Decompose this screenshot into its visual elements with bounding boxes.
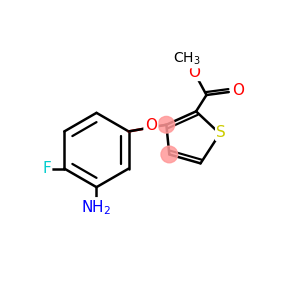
Text: S: S [217,125,226,140]
Circle shape [161,146,178,163]
Text: O: O [189,64,201,80]
Text: F: F [42,161,51,176]
Text: O: O [232,83,244,98]
Text: O: O [145,118,157,133]
Text: CH$_3$: CH$_3$ [173,51,201,67]
Text: NH$_2$: NH$_2$ [81,199,112,217]
Circle shape [158,116,175,133]
